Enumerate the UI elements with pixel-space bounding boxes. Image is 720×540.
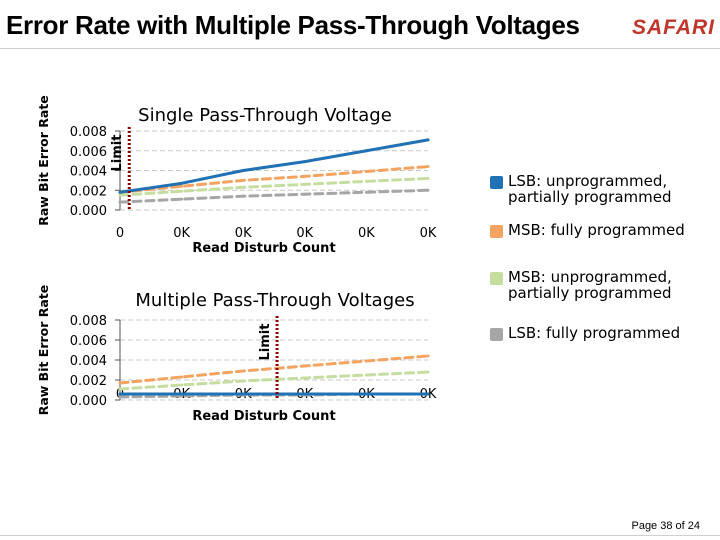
panel1-series-line-lsb-partial — [118, 138, 430, 194]
panel1-x-tick-label: 0K — [173, 226, 190, 241]
panel1-series-line-msb-partial — [118, 176, 430, 197]
panel1-data-point-lsb-partial — [241, 169, 245, 172]
legend-label: MSB: fully programmed — [508, 221, 685, 239]
panel1-data-point-lsb-full — [118, 200, 122, 204]
panel1-data-point-msb-partial — [180, 189, 184, 193]
panel1-data-point-msb-partial — [118, 193, 122, 197]
panel2-data-point-lsb-partial — [180, 392, 184, 396]
panel1-data-point-msb-full — [180, 184, 184, 188]
legend-swatch-lsb-full — [490, 328, 503, 341]
panel2-data-point-lsb-partial — [364, 392, 368, 396]
panel2-data-point-msb-partial — [180, 383, 184, 387]
footer-divider — [0, 535, 720, 536]
panel2-data-point-lsb-full — [118, 395, 122, 399]
panel1-data-point-lsb-partial — [364, 149, 368, 153]
panel1-y-tick-label: 0.000 — [70, 204, 107, 219]
panel1-data-point-lsb-partial — [118, 190, 122, 194]
panel1-chart-title: Single Pass-Through Voltage — [138, 105, 392, 126]
panel1-data-point-lsb-full — [303, 192, 307, 196]
panel2-series-line-msb-partial — [118, 370, 430, 391]
panel1-data-point-lsb-partial — [426, 138, 430, 142]
panel2-data-point-msb-partial — [426, 370, 430, 374]
legend-item-msb-full: MSB: fully programmed — [490, 222, 685, 238]
panel1-x-axis-label: Read Disturb Count — [192, 241, 335, 256]
legend-item-msb-partial: MSB: unprogrammed, partially programmed — [490, 269, 698, 301]
legend-label: LSB: unprogrammed, partially programmed — [508, 172, 672, 206]
panel1-y-tick-label: 0.006 — [70, 145, 107, 160]
panel2-limit-label: Limit — [258, 324, 273, 361]
panel2-y-tick-label: 0.006 — [70, 334, 107, 349]
panel1-data-point-msb-partial — [241, 185, 245, 189]
panel2-chart-title: Multiple Pass-Through Voltages — [135, 290, 414, 311]
panel2-series-line-lsb-full — [118, 392, 430, 399]
panel2-data-point-msb-full — [303, 364, 307, 368]
panel1-data-point-lsb-full — [426, 188, 430, 192]
panel1-y-tick-label: 0.004 — [70, 165, 107, 180]
panel2-y-tick-label: 0.002 — [70, 374, 107, 389]
panel2-y-tick-label: 0.008 — [70, 314, 107, 329]
panel1-data-point-msb-full — [426, 165, 430, 169]
panel1-y-axis-label: Raw Bit Error Rate — [36, 95, 51, 226]
page-number: Page 38 of 24 — [631, 520, 700, 532]
panel1-data-point-lsb-partial — [180, 181, 184, 185]
panel2-data-point-msb-partial — [241, 379, 245, 383]
legend-swatch-msb-partial — [490, 272, 503, 285]
panel1-data-point-lsb-partial — [303, 160, 307, 164]
panel2-series-line-msb-full — [118, 354, 430, 385]
panel2-data-point-lsb-partial — [426, 392, 430, 396]
panel1-data-point-lsb-full — [180, 197, 184, 201]
panel2-data-point-lsb-partial — [241, 392, 245, 396]
panel2-y-axis-label: Raw Bit Error Rate — [36, 285, 51, 416]
panel2-data-point-msb-partial — [118, 387, 122, 391]
legend-item-lsb-full: LSB: fully programmed — [490, 325, 680, 341]
title-divider — [0, 48, 720, 49]
panel1-x-tick-label: 0K — [358, 226, 375, 241]
panel2-data-point-msb-full — [118, 381, 122, 385]
legend-label: MSB: unprogrammed, partially programmed — [508, 268, 672, 302]
panel1-limit-label: Limit — [110, 135, 125, 172]
panel1-y-tick-label: 0.002 — [70, 184, 107, 199]
panel1-data-point-msb-full — [364, 169, 368, 173]
safari-logo: SAFARI — [632, 16, 716, 39]
panel2-data-point-msb-full — [426, 354, 430, 358]
legend-swatch-msb-full — [490, 225, 503, 238]
panel2-data-point-lsb-partial — [118, 392, 122, 396]
panel2-data-point-msb-full — [180, 375, 184, 379]
slide-title: Error Rate with Multiple Pass-Through Vo… — [6, 10, 580, 40]
panel1-data-point-lsb-full — [364, 190, 368, 194]
panel1-x-tick-label: 0K — [420, 226, 437, 241]
panel2-data-point-msb-partial — [303, 376, 307, 380]
panel1-series-line-msb-full — [118, 165, 430, 194]
panel2-y-tick-label: 0.004 — [70, 354, 107, 369]
panel2-data-point-msb-partial — [364, 373, 368, 377]
panel2-y-tick-label: 0.000 — [70, 394, 107, 409]
panel2-data-point-msb-full — [364, 359, 368, 363]
panel2-data-point-lsb-partial — [303, 392, 307, 396]
legend-swatch-lsb-partial — [490, 176, 503, 189]
legend-label: LSB: fully programmed — [508, 324, 681, 342]
panel1-data-point-msb-partial — [364, 179, 368, 183]
panel1-data-point-lsb-full — [241, 194, 245, 198]
panel1-data-point-msb-partial — [303, 182, 307, 186]
panel1-x-tick-label: 0K — [235, 226, 252, 241]
panel1-data-point-msb-partial — [426, 176, 430, 180]
panel1-y-tick-label: 0.008 — [70, 125, 107, 140]
panel2-x-axis-label: Read Disturb Count — [192, 409, 335, 424]
panel1-x-tick-label: 0K — [296, 226, 313, 241]
panel1-data-point-msb-full — [241, 178, 245, 182]
panel1-data-point-msb-full — [303, 174, 307, 178]
panel1-series-line-lsb-full — [118, 188, 430, 204]
legend-item-lsb-partial: LSB: unprogrammed, partially programmed — [490, 173, 698, 205]
panel1-x-tick-label: 0 — [116, 226, 124, 241]
panel2-data-point-msb-full — [241, 369, 245, 373]
